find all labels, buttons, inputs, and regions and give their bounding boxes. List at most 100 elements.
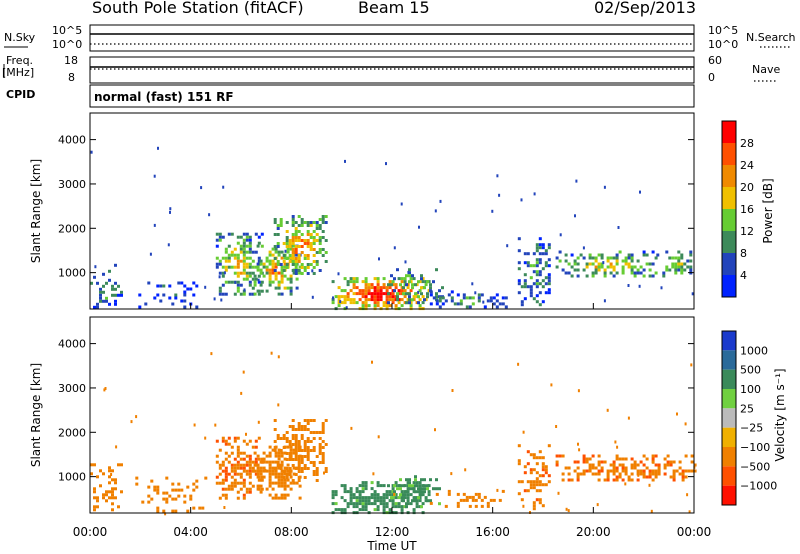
echo-speck <box>257 420 260 424</box>
echo-cell <box>535 456 539 460</box>
echo-speck <box>214 423 217 427</box>
echo-cell <box>276 224 280 227</box>
echo-cell <box>291 428 295 431</box>
echo-cell <box>654 469 658 473</box>
echo-cell <box>564 466 568 470</box>
echo-cell <box>315 473 319 476</box>
echo-cell <box>192 506 196 510</box>
echo-cell <box>424 496 428 500</box>
echo-speck <box>602 261 605 265</box>
echo-cell <box>529 294 533 298</box>
echo-cell <box>324 221 328 224</box>
echo-cell <box>373 508 377 512</box>
echo-cell <box>294 434 298 437</box>
echo-cell <box>597 469 601 473</box>
echo-speck <box>631 464 634 468</box>
echo-cell <box>288 467 292 470</box>
echo-cell <box>376 283 380 287</box>
echo-cell <box>227 484 231 488</box>
beam-label: Beam 15 <box>358 0 430 17</box>
echo-cell <box>594 466 598 470</box>
echo-cell <box>603 271 607 275</box>
echo-cell <box>227 256 231 260</box>
echo-speck <box>234 280 237 284</box>
echo-cell <box>418 298 422 302</box>
echo-cell <box>526 264 530 268</box>
echo-cell <box>609 265 613 269</box>
echo-cell <box>288 458 292 461</box>
echo-speck <box>434 209 437 213</box>
echo-cell <box>412 481 416 485</box>
echo-cell <box>630 268 634 272</box>
echo-cell <box>257 256 261 260</box>
echo-cell <box>663 466 667 470</box>
echo-cell <box>561 268 565 272</box>
echo-cell <box>274 475 278 479</box>
echo-cell <box>215 244 219 248</box>
echo-speck <box>339 300 342 304</box>
echo-cell <box>227 460 231 464</box>
echo-cell <box>352 292 356 296</box>
colorbar-tick-label: −100 <box>740 441 770 454</box>
echo-cell <box>168 494 172 498</box>
echo-cell <box>236 481 240 485</box>
echo-cell <box>441 286 444 290</box>
echo-cell <box>672 478 676 482</box>
echo-cell <box>412 508 416 512</box>
echo-cell <box>297 470 301 473</box>
echo-cell <box>340 289 344 293</box>
echo-cell <box>315 479 319 482</box>
echo-speck <box>439 199 442 203</box>
echo-cell <box>218 271 222 275</box>
echo-cell <box>385 502 389 506</box>
echo-cell <box>315 227 319 230</box>
echo-speck <box>676 412 678 416</box>
echo-cell <box>624 469 628 473</box>
scatter-region <box>273 215 328 275</box>
echo-cell <box>615 454 619 458</box>
echo-cell <box>114 281 117 285</box>
echo-cell <box>420 478 423 482</box>
echo-cell <box>227 259 231 263</box>
echo-cell <box>257 235 261 239</box>
echo-speck <box>204 436 207 440</box>
echo-speck <box>648 483 651 487</box>
echo-cell <box>315 263 319 266</box>
echo-cell <box>300 221 304 224</box>
echo-cell <box>349 487 353 491</box>
echo-cell <box>230 481 234 485</box>
echo-speck <box>686 493 689 497</box>
echo-cell <box>558 259 562 263</box>
echo-cell <box>526 450 530 454</box>
echo-cell <box>268 445 272 449</box>
echo-cell <box>288 452 292 455</box>
echo-cell <box>282 260 286 263</box>
echo-cell <box>564 259 568 263</box>
echo-cell <box>309 248 313 251</box>
echo-cell <box>257 292 261 296</box>
noise-specks <box>90 146 694 310</box>
echo-cell <box>239 457 243 461</box>
echo-speck <box>245 432 247 436</box>
echo-cell <box>292 472 296 476</box>
echo-cell <box>334 493 338 497</box>
echo-cell <box>236 253 240 257</box>
colorbar-tick-label: 12 <box>740 225 754 238</box>
echo-speck <box>344 159 346 163</box>
echo-cell <box>642 469 646 473</box>
echo-cell <box>618 472 622 476</box>
echo-cell <box>259 283 263 287</box>
echo-cell <box>355 292 359 296</box>
echo-cell <box>387 484 390 488</box>
echo-cell <box>271 280 275 284</box>
echo-cell <box>627 265 631 269</box>
echo-speck <box>103 388 106 392</box>
echo-cell <box>227 472 231 476</box>
echo-cell <box>245 262 249 266</box>
echo-cell <box>639 271 643 275</box>
echo-cell <box>672 472 676 476</box>
echo-cell <box>245 277 249 281</box>
echo-cell <box>585 262 589 266</box>
echo-cell <box>495 299 499 303</box>
echo-cell <box>312 242 316 245</box>
